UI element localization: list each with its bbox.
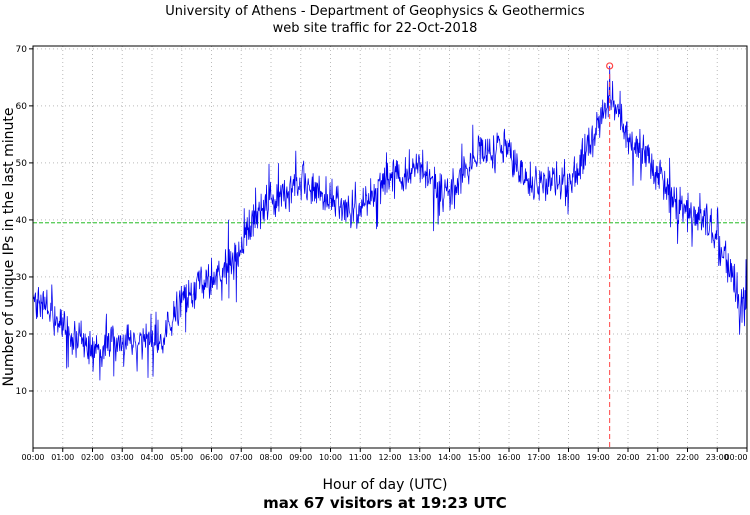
x-tick-label: 07:00 (230, 453, 253, 462)
x-tick-label: 21:00 (646, 453, 669, 462)
x-tick-label: 09:00 (289, 453, 312, 462)
x-tick-label: 18:00 (557, 453, 580, 462)
x-tick-label: 14:00 (438, 453, 461, 462)
x-tick-label: 02:00 (81, 453, 104, 462)
x-tick-label: 00:00 (21, 453, 44, 462)
chart-title: University of Athens - Department of Geo… (165, 4, 585, 19)
max-marker-circle (606, 62, 614, 70)
x-tick-label: 16:00 (497, 453, 520, 462)
x-tick-label: 00:00 (724, 453, 747, 462)
x-tick-label: 22:00 (676, 453, 699, 462)
x-tick-label: 12:00 (378, 453, 401, 462)
x-tick-label: 06:00 (200, 453, 223, 462)
chart-subtitle: web site traffic for 22-Oct-2018 (273, 21, 478, 36)
x-tick-label: 04:00 (140, 453, 163, 462)
x-tick-label: 11:00 (349, 453, 372, 462)
x-tick-label: 05:00 (170, 453, 193, 462)
y-tick-label: 10 (16, 387, 28, 397)
max-annotation: max 67 visitors at 19:23 UTC (263, 494, 507, 512)
y-tick-label: 50 (16, 159, 28, 169)
x-tick-label: 03:00 (111, 453, 134, 462)
y-tick-label: 40 (16, 216, 28, 226)
x-tick-label: 01:00 (51, 453, 74, 462)
data-series-line (32, 65, 748, 381)
x-tick-label: 10:00 (319, 453, 342, 462)
x-tick-label: 15:00 (468, 453, 491, 462)
y-axis-label: Number of unique IPs in the last minute (1, 108, 17, 387)
x-tick-label: 17:00 (527, 453, 550, 462)
y-tick-label: 30 (16, 273, 28, 283)
x-axis-label: Hour of day (UTC) (323, 477, 448, 493)
x-tick-label: 20:00 (616, 453, 639, 462)
plot-border (32, 45, 748, 449)
x-tick-label: 23:00 (706, 453, 729, 462)
x-tick-label: 13:00 (408, 453, 431, 462)
y-tick-label: 60 (16, 102, 28, 112)
y-tick-label: 20 (16, 330, 28, 340)
x-tick-label: 08:00 (259, 453, 282, 462)
x-tick-label: 19:00 (587, 453, 610, 462)
y-tick-label: 70 (16, 45, 28, 55)
